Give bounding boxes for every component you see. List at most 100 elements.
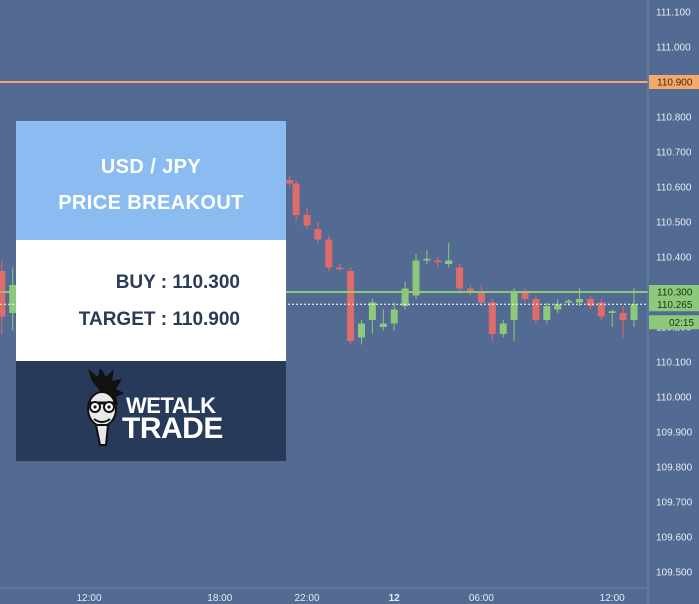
candle [521,288,529,303]
price-tick-label: 110.500 [656,218,692,229]
candle [401,281,409,310]
candle-body [358,323,365,338]
candle-body [532,299,540,320]
buy-price-label: 110.300 [657,288,693,299]
candle [325,236,333,271]
candle-body [521,292,529,299]
candle [314,222,322,243]
candle-body [0,271,6,317]
candle-body [510,292,518,320]
candle [586,295,594,310]
price-tick-label: 111.100 [656,8,691,19]
candle-body [608,311,616,313]
price-tick-label: 110.100 [656,358,692,369]
candle [336,264,344,271]
candle-body [477,292,485,303]
candle [0,260,6,334]
time-tick-label: 12 [389,593,401,604]
candle [292,180,300,222]
buy-price-tag [649,285,699,299]
candle-body [467,288,474,292]
pair-label: USD / JPY [100,156,202,178]
candle [597,299,605,320]
candle [347,267,355,345]
candle-body [445,260,453,264]
candle-body [619,313,627,320]
candle [499,320,507,338]
candle [445,243,453,268]
candle-body [576,299,583,303]
candle [543,302,551,324]
price-tick-label: 109.600 [656,533,693,544]
candle [390,302,398,331]
candle-body [554,304,562,310]
candle-body [543,306,551,320]
candle [286,176,294,187]
card-title: USD / JPY PRICE BREAKOUT [16,149,286,221]
time-tick-label: 22:00 [294,593,319,604]
candle [303,208,311,229]
time-tick-label: 06:00 [469,593,494,604]
candle-body [368,302,376,320]
candle-body [347,271,355,341]
candle-body [423,258,431,261]
price-tick-label: 110.400 [656,253,692,264]
countdown-label: 02:15 [669,318,694,329]
candle-body [336,267,344,270]
candle [565,299,573,306]
target-level: TARGET : 110.900 [78,309,240,330]
logo-wordmark-bottom: TRADE [122,412,223,445]
candle [619,306,627,338]
price-tick-label: 109.800 [656,463,693,474]
candle [423,250,431,264]
candle [477,285,485,306]
time-tick-label: 12:00 [600,593,625,604]
price-tick-label: 110.700 [656,148,692,159]
candle-body [314,229,322,240]
candle-body [565,300,573,303]
price-tick-label: 111.000 [656,43,691,54]
candle [554,299,562,313]
candle-body [9,285,17,313]
current-price-label: 110.265 [657,300,693,311]
price-tick-label: 109.500 [656,568,693,579]
card-levels: BUY : 110.300 TARGET : 110.900 [16,240,286,361]
time-axis[interactable]: 12:00 18:00 22:00 12 06:00 12:00 [76,593,625,604]
time-tick-label: 18:00 [207,593,232,604]
candle [368,299,376,334]
candle-body [292,183,300,215]
price-tick-label: 110.000 [656,393,692,404]
candle-body [434,260,442,263]
time-tick-label: 12:00 [76,593,101,604]
candle-body [390,309,398,324]
candle [434,257,442,268]
buy-level: BUY : 110.300 [115,272,240,293]
target-price-tag [649,75,699,89]
candle [488,299,496,341]
countdown-tag [649,315,699,330]
candle-body [412,260,420,296]
headline-label: PRICE BREAKOUT [58,192,244,214]
candle-body [597,302,605,317]
candle [467,285,474,296]
target-price-label: 110.900 [657,78,693,89]
candle-body [630,304,638,320]
candle-body [401,288,409,306]
candle-body [303,215,311,226]
candle [532,295,540,324]
candle [358,320,365,345]
candle [456,264,464,292]
brand-footer: WETALK TRADE [16,361,286,461]
candle [379,309,387,331]
current-price-tag [649,297,699,312]
price-tick-label: 110.600 [656,183,692,194]
candle-body [499,323,507,334]
candle [608,309,616,327]
candle-body [488,302,496,334]
candle-body [456,267,464,289]
price-tick-label: 109.700 [656,498,693,509]
candle-body [379,323,387,327]
price-tick-label: 109.900 [656,428,693,439]
